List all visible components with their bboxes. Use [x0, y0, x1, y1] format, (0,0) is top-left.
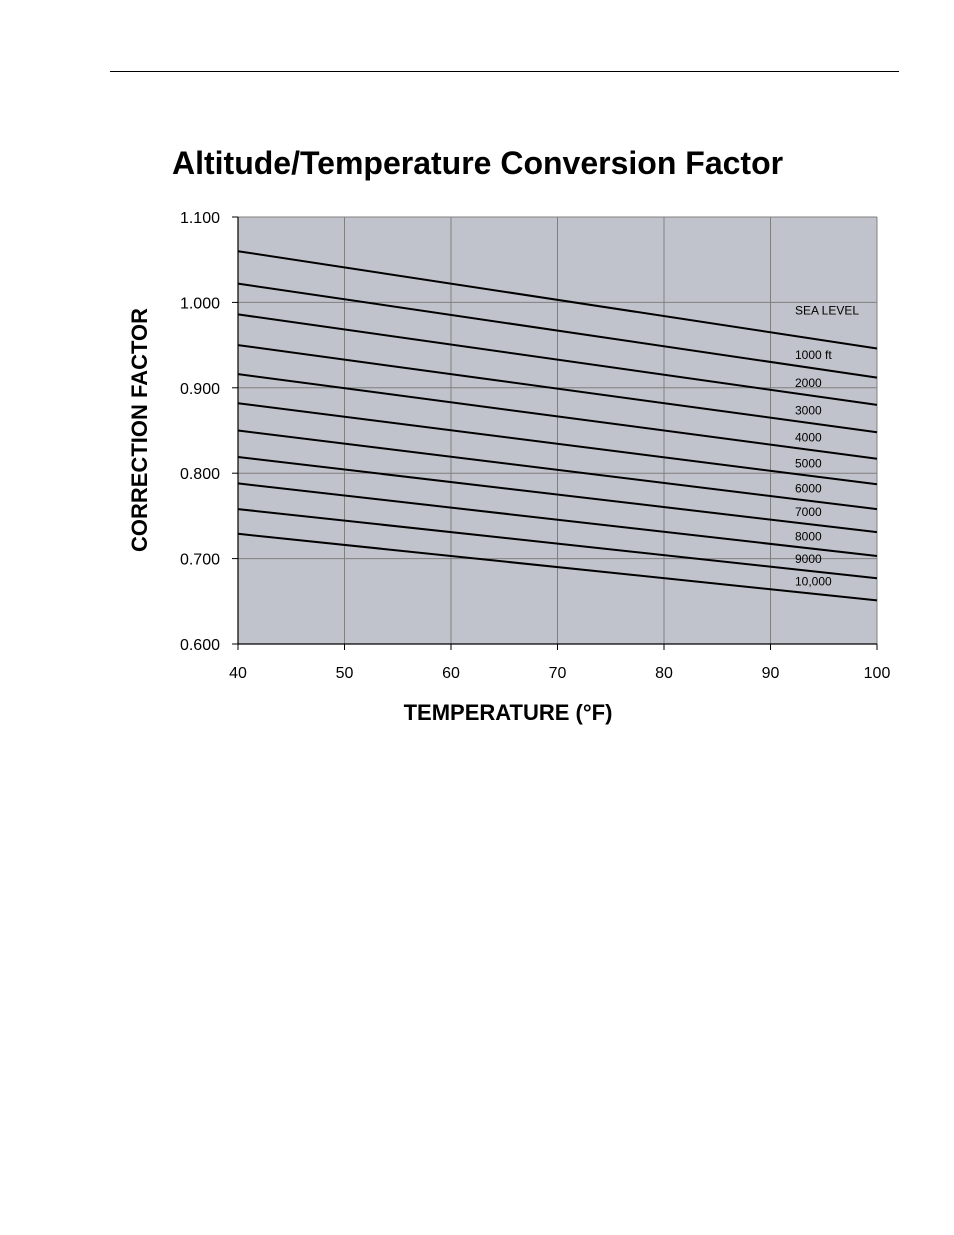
x-tick-label: 70 [549, 665, 567, 682]
plot-area: 0.600 0.700 0.800 0.900 1.000 1.100 40 50 60 70 80… [180, 210, 890, 682]
series-label: 9000 [795, 552, 822, 566]
y-tick-label: 1.100 [180, 210, 220, 227]
series-line [237, 532, 878, 602]
x-tick-label: 40 [229, 665, 247, 682]
series-label: 1000 ft [795, 348, 832, 362]
series-label: 4000 [795, 430, 822, 444]
series-label: 3000 [795, 404, 822, 418]
series-label: 6000 [795, 482, 822, 496]
y-tick-label: 0.600 [180, 637, 220, 654]
series-line [237, 313, 878, 406]
series-label: 10,000 [795, 575, 832, 589]
x-tick-label: 80 [655, 665, 673, 682]
series-line [237, 344, 878, 434]
series-label: SEA LEVEL [795, 304, 859, 318]
y-tick-label: 0.900 [180, 381, 220, 398]
y-axis-title: CORRECTION FACTOR [127, 308, 152, 552]
series-line [237, 429, 878, 511]
series-line [237, 508, 878, 580]
x-tick-label: 60 [442, 665, 460, 682]
series-line [237, 282, 878, 379]
x-tick-label: 100 [864, 665, 891, 682]
series-label: 5000 [795, 456, 822, 470]
header-rule [110, 71, 899, 72]
y-tick-label: 0.800 [180, 466, 220, 483]
series-label: 7000 [795, 505, 822, 519]
x-tick-label: 50 [336, 665, 354, 682]
series-line [237, 456, 878, 534]
y-tick-label: 0.700 [180, 552, 220, 569]
series-label: 8000 [795, 529, 822, 543]
series-line [237, 402, 878, 486]
x-tick-label: 90 [762, 665, 780, 682]
series-line [237, 482, 878, 557]
y-tick-label: 1.000 [180, 295, 220, 312]
series-line [237, 373, 878, 460]
series-label: 2000 [795, 376, 822, 390]
series-line [237, 250, 878, 350]
chart-title: Altitude/Temperature Conversion Factor [172, 145, 783, 181]
x-axis-title: TEMPERATURE (°F) [404, 700, 613, 725]
